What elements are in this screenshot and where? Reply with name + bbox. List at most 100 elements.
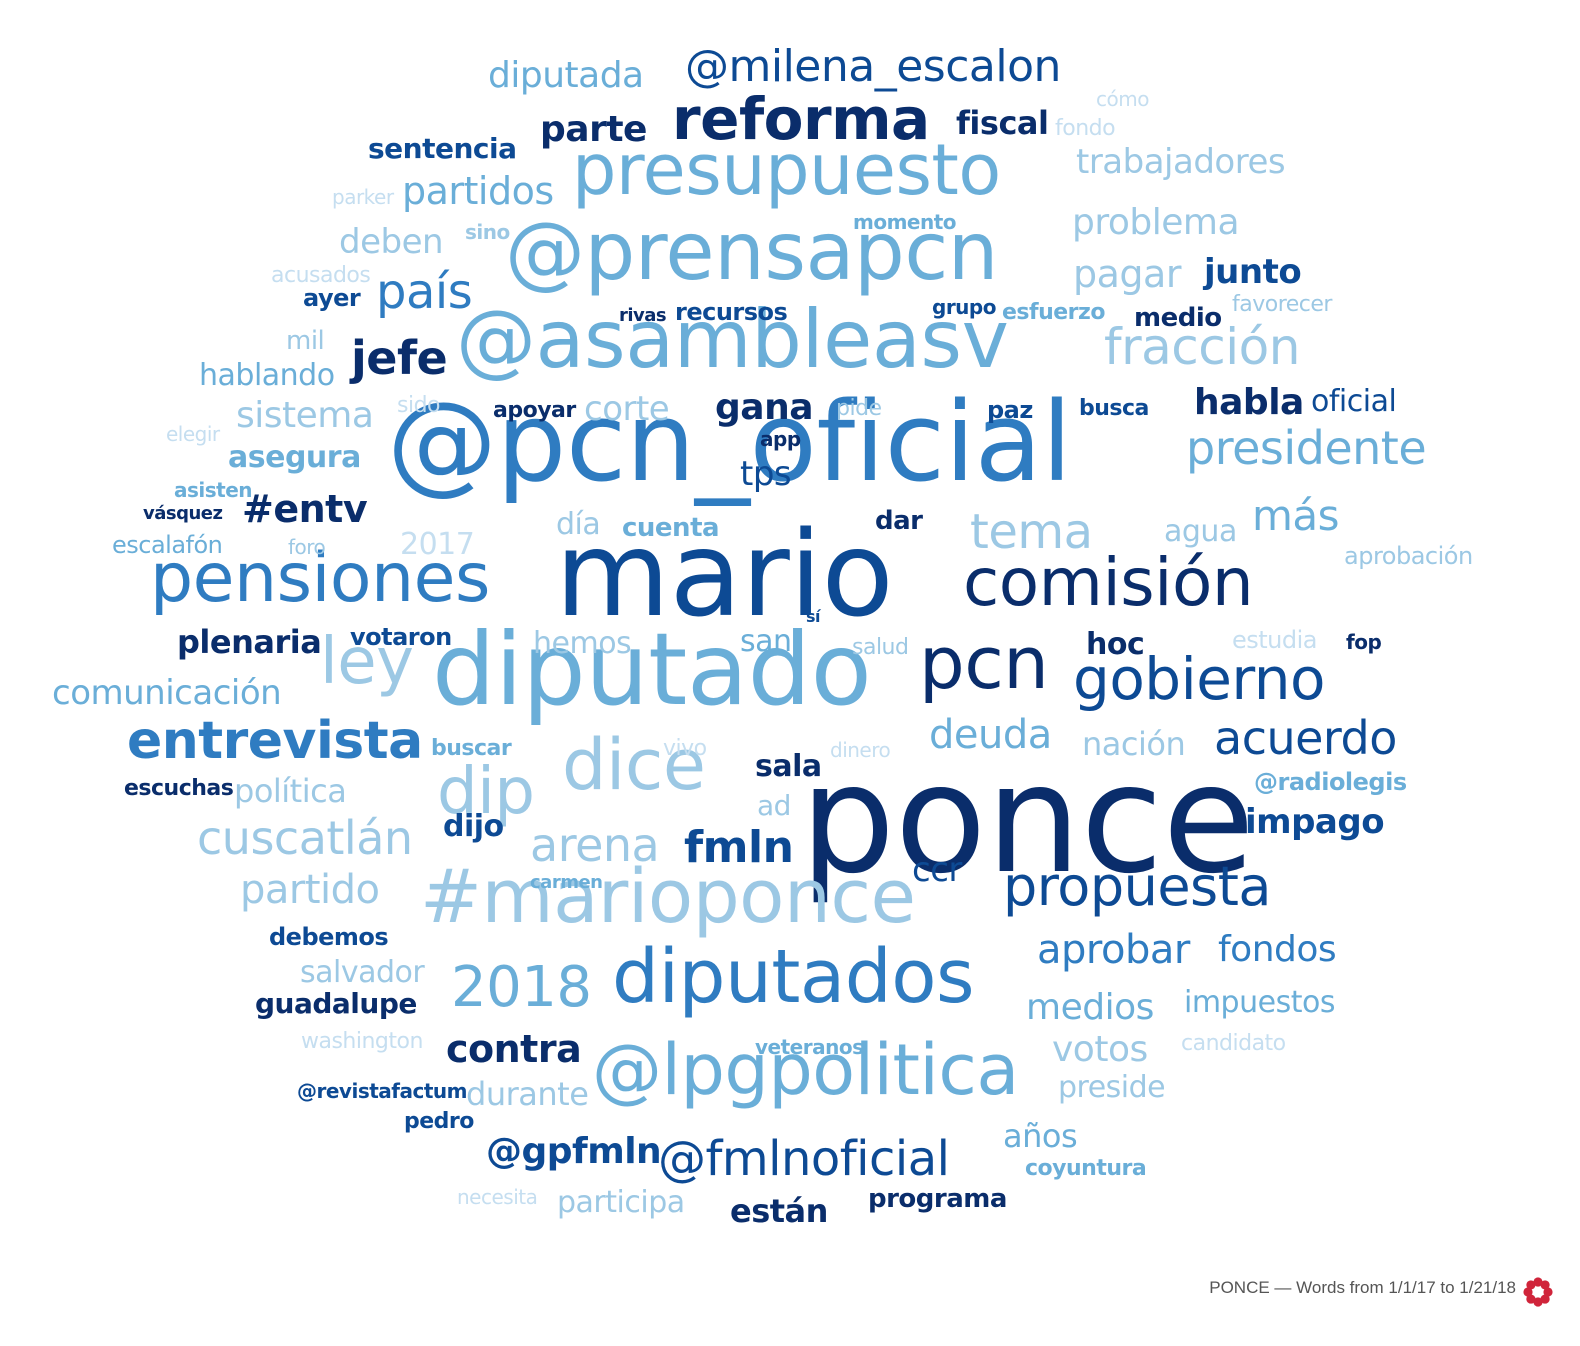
word-119: parker (332, 185, 394, 209)
word-6: presupuesto (572, 129, 1001, 211)
word-46: pagar (1073, 252, 1181, 296)
word-96: buscar (431, 736, 512, 761)
word-102: pide (836, 396, 882, 421)
word-44: trabajadores (1076, 142, 1286, 182)
word-8: pensiones (150, 539, 490, 618)
word-21: fmln (684, 822, 794, 873)
word-49: sentencia (368, 132, 517, 165)
word-116: cómo (1096, 87, 1149, 111)
word-80: debemos (269, 923, 389, 951)
word-4: @asambleasv (456, 293, 1009, 386)
caption: PONCE — Words from 1/1/17 to 1/21/18 (1209, 1278, 1516, 1297)
word-57: tps (740, 454, 792, 494)
word-100: esfuerzo (1002, 300, 1105, 325)
word-125: app (760, 427, 801, 451)
word-45: problema (1072, 202, 1240, 243)
flower-logo-icon (1523, 1277, 1553, 1307)
word-87: día (556, 507, 601, 542)
word-76: participa (557, 1185, 685, 1220)
word-55: asegura (228, 440, 361, 475)
word-106: candidato (1181, 1031, 1286, 1056)
word-59: impago (1245, 802, 1385, 842)
word-20: entrevista (127, 711, 423, 771)
word-98: dinero (830, 738, 891, 762)
word-128: foro (288, 535, 326, 559)
word-93: aprobación (1344, 542, 1473, 570)
word-67: política (234, 772, 347, 810)
word-3: diputado (432, 611, 872, 728)
word-33: tema (970, 504, 1093, 560)
word-35: acuerdo (1214, 711, 1397, 765)
word-25: @milena_escalon (685, 41, 1061, 92)
word-23: arena (530, 818, 660, 872)
word-99: salud (852, 635, 909, 660)
word-28: parte (540, 109, 647, 150)
word-74: preside (1058, 1070, 1166, 1105)
word-50: deben (339, 222, 444, 262)
word-86: 2017 (400, 527, 475, 562)
word-31: fracción (1104, 318, 1300, 376)
word-117: momento (853, 210, 957, 234)
word-82: recursos (675, 298, 788, 326)
word-13: dice (562, 724, 706, 806)
word-95: @radiolegis (1254, 768, 1407, 796)
word-26: diputada (488, 55, 644, 96)
word-52: sistema (236, 395, 374, 436)
word-92: ad (757, 789, 791, 822)
word-73: durante (466, 1075, 589, 1113)
word-54: oficial (1311, 384, 1397, 419)
word-70: hoc (1086, 627, 1145, 662)
word-0: ponce (800, 733, 1255, 907)
word-5: @prensapcn (505, 205, 999, 298)
word-89: dar (875, 506, 923, 536)
word-122: rivas (619, 305, 667, 326)
word-130: fop (1346, 630, 1382, 654)
word-108: escuchas (124, 776, 234, 801)
word-118: sino (465, 220, 510, 244)
word-64: @gpfmln (486, 1131, 662, 1172)
word-110: @revistafactum (297, 1079, 467, 1103)
word-60: nación (1082, 725, 1186, 763)
word-42: partido (240, 867, 380, 913)
word-78: programa (868, 1184, 1007, 1214)
word-61: sala (755, 749, 822, 784)
word-48: fiscal (956, 104, 1049, 142)
word-29: país (376, 264, 473, 320)
word-75: años (1003, 1117, 1078, 1155)
word-121: grupo (932, 295, 996, 319)
word-17: dip (437, 755, 535, 829)
word-105: washington (301, 1029, 423, 1054)
word-27: partidos (402, 169, 554, 213)
word-1: mario (555, 505, 894, 643)
word-24: cuscatlán (197, 811, 413, 865)
word-90: escalafón (112, 531, 223, 559)
word-62: ccr (912, 850, 962, 890)
word-18: propuesta (1003, 855, 1271, 918)
word-65: plenaria (177, 623, 322, 661)
word-22: 2018 (451, 955, 592, 1020)
word-9: comisión (963, 544, 1254, 621)
word-77: están (730, 1192, 828, 1230)
word-79: dijo (443, 809, 504, 844)
word-113: carmen (530, 872, 603, 893)
word-10: #marioponce (420, 854, 916, 940)
word-129: sí (806, 607, 821, 626)
word-120: acusados (271, 263, 371, 288)
word-15: gobierno (1073, 645, 1326, 713)
word-126: asisten (174, 478, 253, 502)
word-7: reforma (672, 85, 930, 153)
word-53: habla (1194, 382, 1304, 423)
word-104: apoyar (493, 398, 576, 423)
word-91: mil (286, 326, 325, 356)
word-83: medio (1134, 303, 1222, 333)
word-12: @lpgpolitica (592, 1029, 1019, 1111)
word-38: fondos (1218, 929, 1337, 970)
word-72: salvador (300, 955, 425, 990)
word-103: busca (1079, 396, 1149, 421)
word-37: aprobar (1037, 927, 1190, 973)
word-71: guadalupe (255, 987, 417, 1020)
word-58: corte (584, 389, 670, 429)
word-88: cuenta (622, 513, 720, 543)
word-109: coyuntura (1025, 1156, 1147, 1181)
